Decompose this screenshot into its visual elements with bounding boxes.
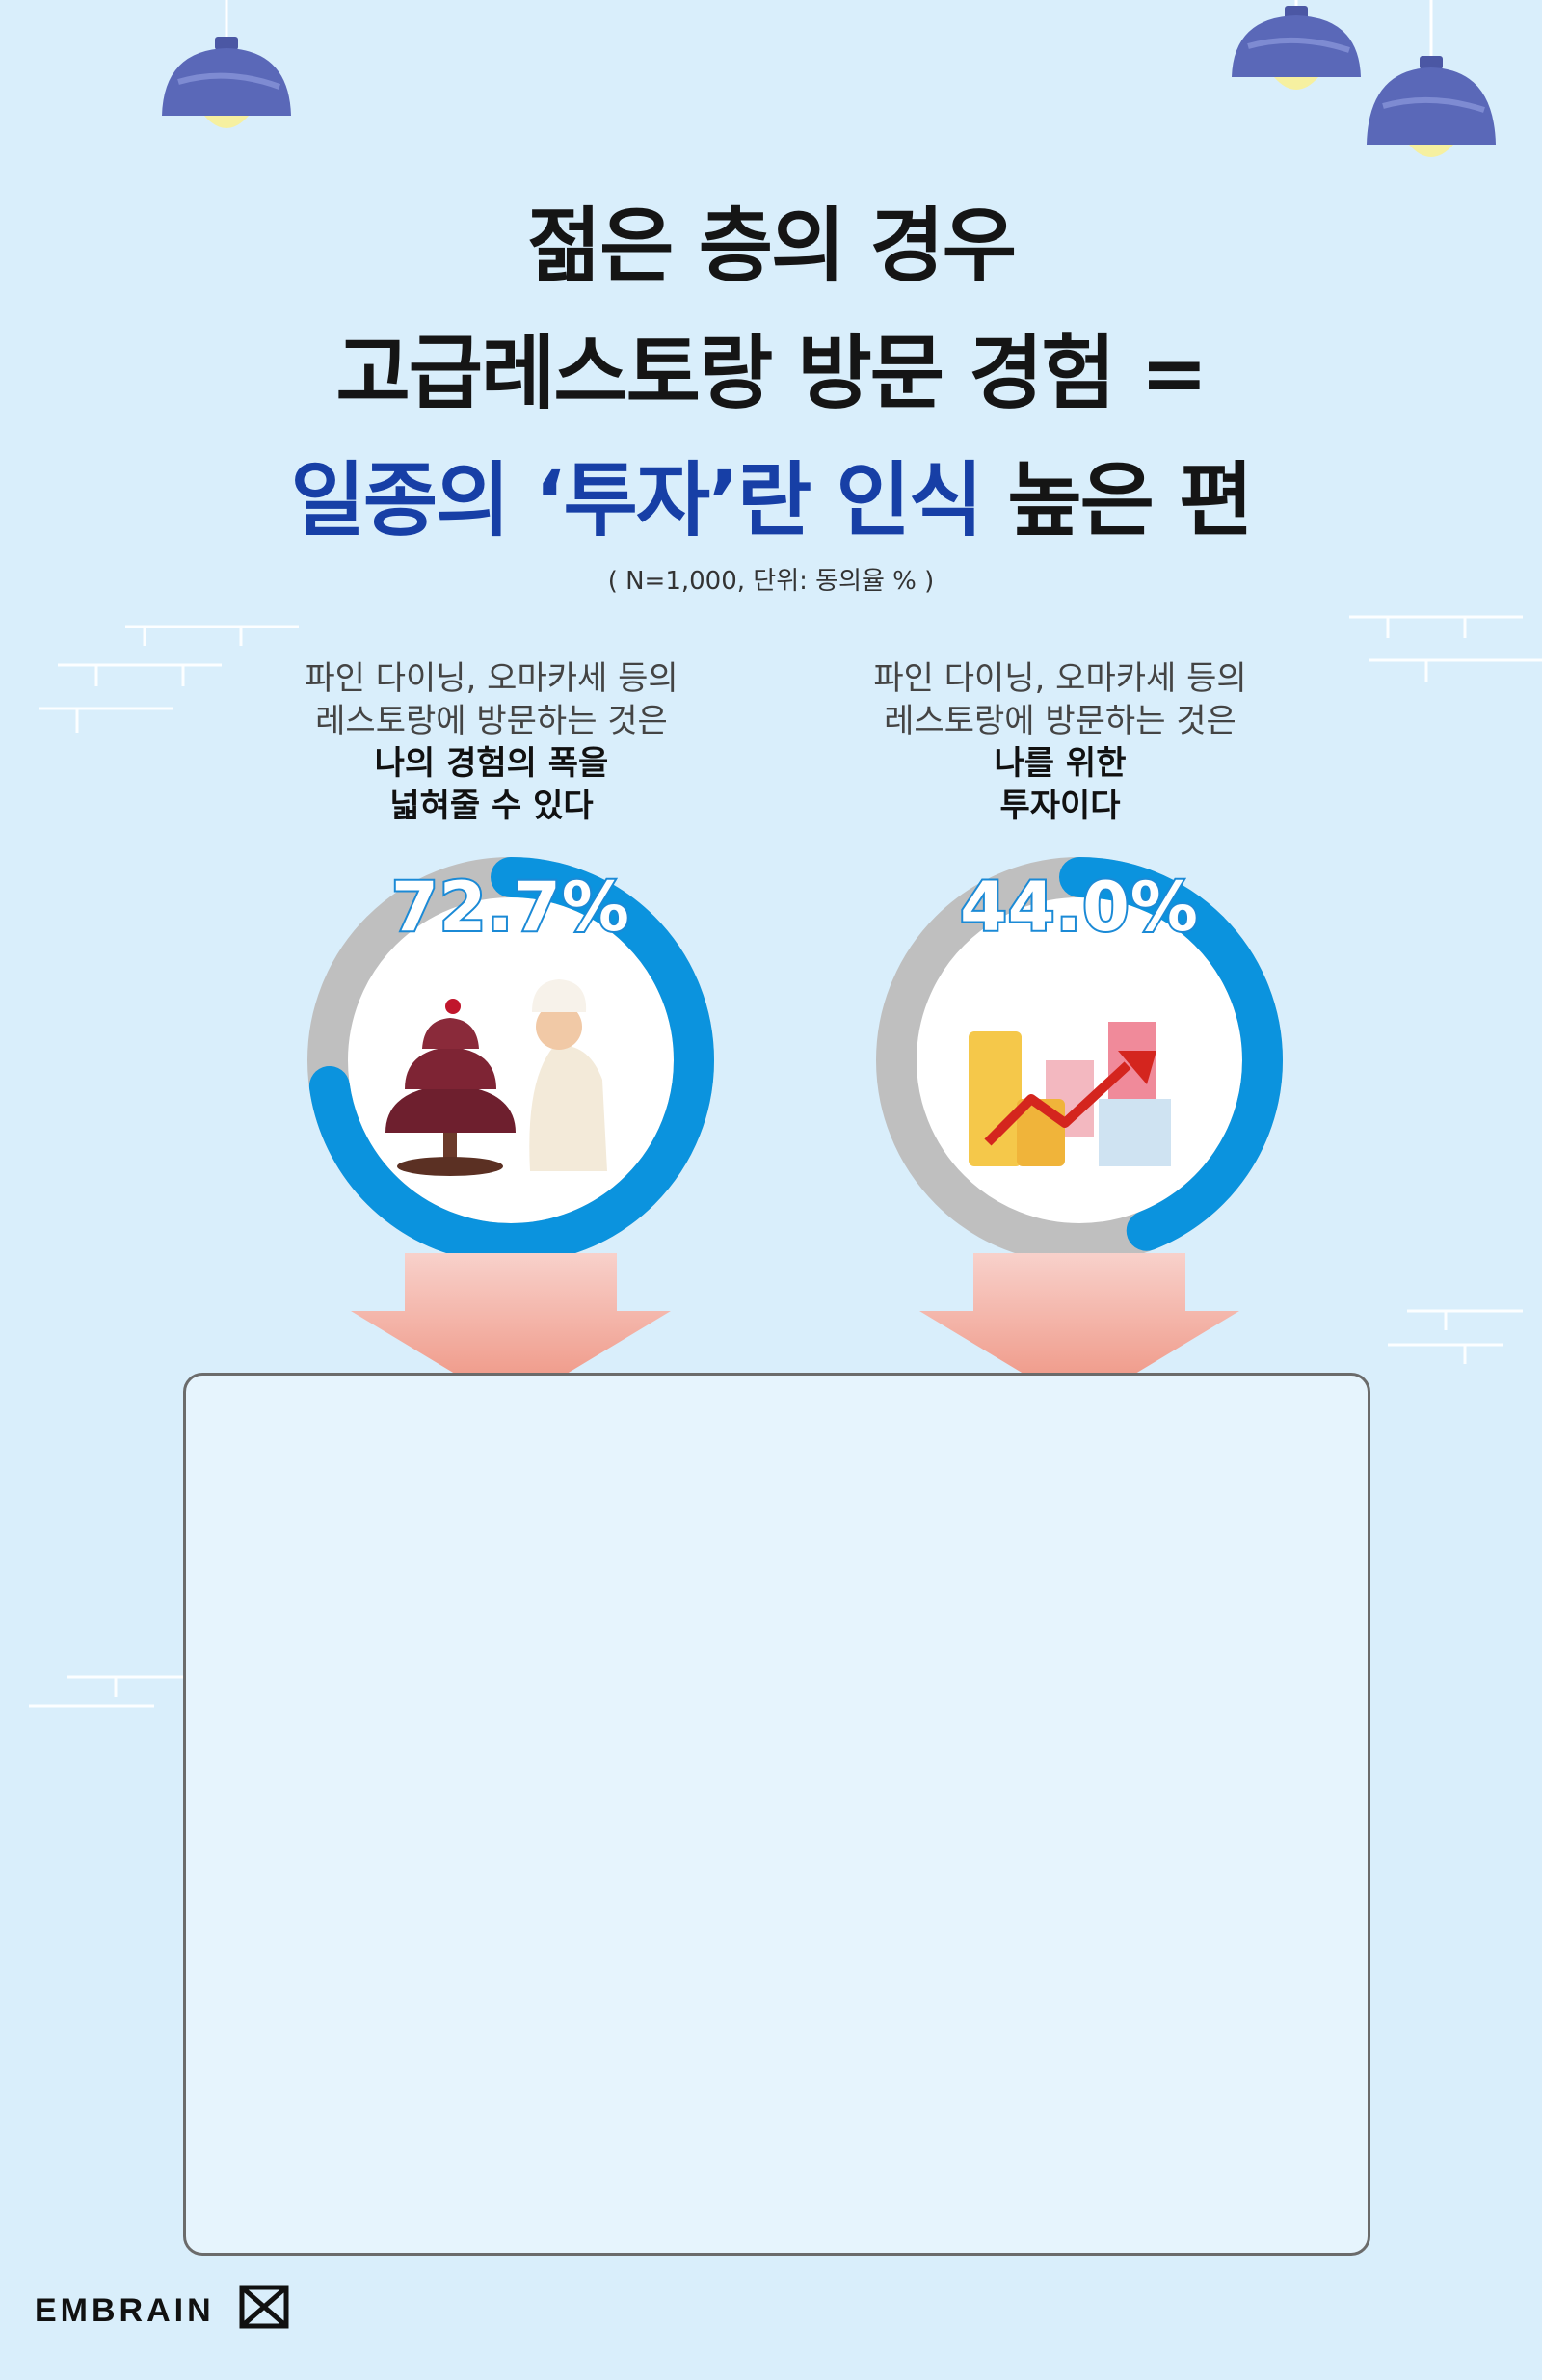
brick-decoration <box>29 615 1542 1708</box>
question-2-bold-2: 투자이다 <box>999 787 1121 825</box>
chef-cake-icon <box>386 979 607 1176</box>
question-2-line-2: 레스토랑에 방문하는 것은 <box>884 702 1236 740</box>
question-2-bold-1: 나를 위한 <box>994 744 1127 783</box>
question-1-line-1: 파인 다이닝, 오마카세 등의 <box>305 659 678 698</box>
question-1: 파인 다이닝, 오마카세 등의 레스토랑에 방문하는 것은 나의 경험의 폭을 … <box>241 657 742 827</box>
page-title-line-2: 고급레스토랑 방문 경험 = <box>335 326 1209 420</box>
connector-arrow-1 <box>351 1253 671 1407</box>
page-title-line-3: 일종의 ‘투자’란 인식 높은 편 <box>0 436 1542 552</box>
brand-mark-icon <box>239 2285 289 2329</box>
question-2: 파인 다이닝, 오마카세 등의 레스토랑에 방문하는 것은 나를 위한 투자이다 <box>810 657 1311 827</box>
question-2-line-1: 파인 다이닝, 오마카세 등의 <box>873 659 1247 698</box>
brand-name: EMBRAIN <box>35 2292 215 2329</box>
page-title-line-1: 젊은 층의 경우 <box>526 199 1017 293</box>
connector-arrow-2 <box>919 1253 1239 1407</box>
donut-arc-1 <box>307 857 714 1264</box>
lamp-icon-left <box>162 0 291 128</box>
question-1-bold-2: 넓혀줄 수 있다 <box>389 787 594 825</box>
percent-label-1: 72.7% <box>389 866 631 949</box>
lamp-icon-right-1 <box>1232 0 1361 90</box>
page-title-rest: 높은 편 <box>1007 453 1253 548</box>
lamp-icon-right-2 <box>1367 0 1496 157</box>
sample-note: ( N=1,000, 단위: 동의율 % ) <box>607 567 935 596</box>
page-title-highlight: 일종의 ‘투자’란 인식 <box>290 453 984 548</box>
brand-logo: EMBRAIN <box>35 2285 289 2330</box>
donut-chart-2 <box>876 857 1283 1264</box>
question-1-bold-1: 나의 경험의 폭을 <box>374 744 609 783</box>
donut-chart-1 <box>307 857 714 1264</box>
age-breakdown-panel <box>183 1373 1370 2256</box>
growth-chart-coins-icon <box>969 1022 1171 1166</box>
donut-arc-2 <box>876 857 1283 1264</box>
percent-label-2: 44.0% <box>958 866 1200 949</box>
question-1-line-2: 레스토랑에 방문하는 것은 <box>315 702 668 740</box>
